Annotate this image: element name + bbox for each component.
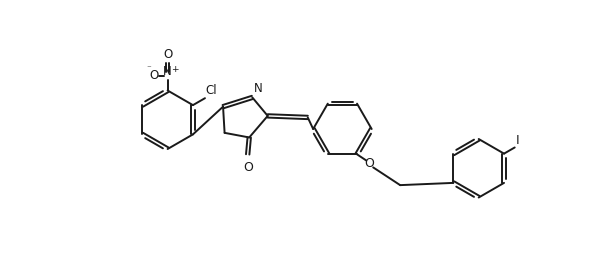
Text: O: O [149,69,158,82]
Text: Cl: Cl [206,84,217,98]
Text: O: O [364,157,374,170]
Text: I: I [515,134,519,147]
Text: +: + [172,65,179,74]
Text: N: N [254,82,262,95]
Text: O: O [243,161,253,174]
Text: N: N [163,65,172,78]
Text: ⁻: ⁻ [146,64,150,74]
Text: O: O [163,48,172,61]
